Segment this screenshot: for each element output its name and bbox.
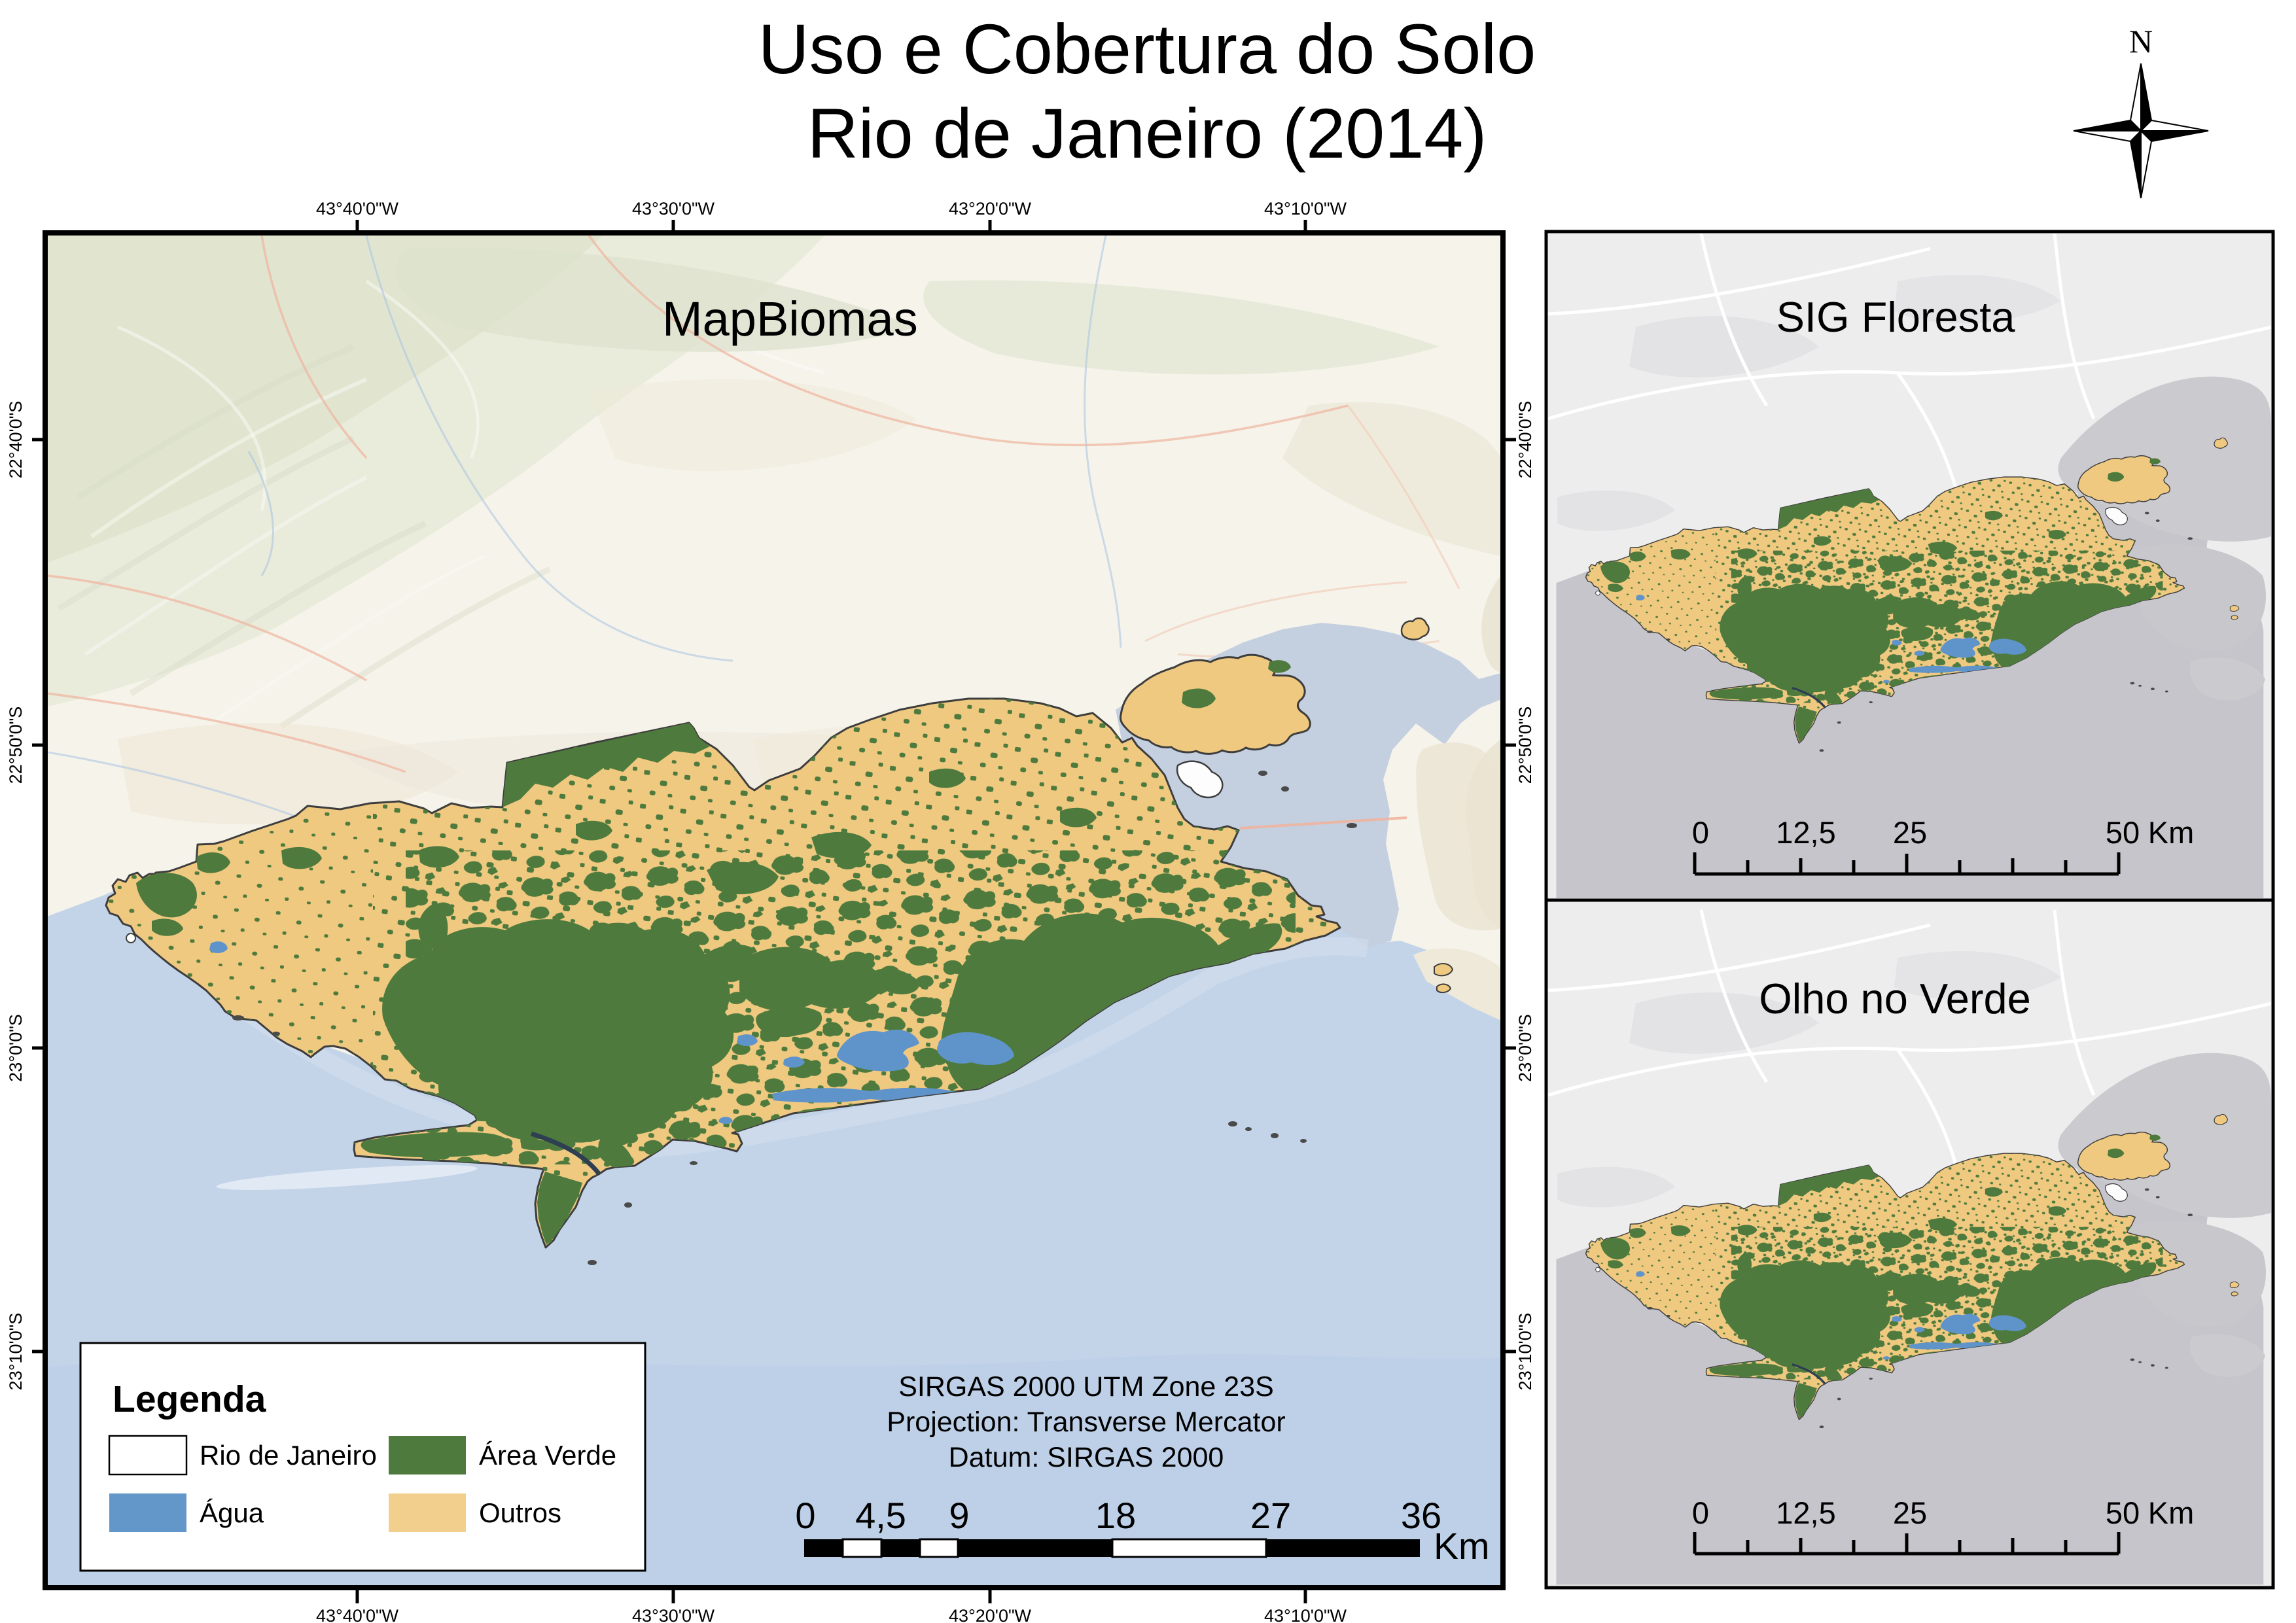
svg-text:12,5: 12,5 — [1776, 1495, 1835, 1530]
svg-text:43°20'0"W: 43°20'0"W — [949, 1606, 1032, 1623]
svg-text:Datum: SIRGAS 2000: Datum: SIRGAS 2000 — [949, 1442, 1224, 1473]
svg-text:50: 50 — [2106, 815, 2140, 850]
svg-text:Km: Km — [2148, 1495, 2195, 1530]
svg-text:Água: Água — [200, 1497, 264, 1528]
svg-text:Uso e Cobertura do Solo: Uso e Cobertura do Solo — [758, 9, 1536, 88]
svg-text:N: N — [2129, 23, 2153, 60]
svg-text:50: 50 — [2106, 1495, 2140, 1530]
svg-text:0: 0 — [795, 1495, 815, 1536]
svg-text:43°40'0"W: 43°40'0"W — [316, 1606, 399, 1623]
svg-text:22°50'0"S: 22°50'0"S — [6, 707, 26, 784]
svg-text:Olho no Verde: Olho no Verde — [1759, 975, 2031, 1022]
svg-text:0: 0 — [1692, 1495, 1709, 1530]
svg-text:22°50'0"S: 22°50'0"S — [1515, 707, 1535, 784]
svg-text:23°0'0"S: 23°0'0"S — [6, 1014, 26, 1082]
svg-text:27: 27 — [1250, 1495, 1291, 1536]
svg-text:43°40'0"W: 43°40'0"W — [316, 199, 399, 218]
svg-text:25: 25 — [1893, 1495, 1927, 1530]
svg-text:Área Verde: Área Verde — [479, 1440, 616, 1471]
svg-text:22°40'0"S: 22°40'0"S — [1515, 401, 1535, 479]
svg-text:22°40'0"S: 22°40'0"S — [6, 401, 26, 479]
svg-text:Projection: Transverse Mercato: Projection: Transverse Mercator — [887, 1406, 1285, 1438]
svg-text:12,5: 12,5 — [1776, 815, 1835, 850]
svg-text:43°10'0"W: 43°10'0"W — [1264, 1606, 1347, 1623]
svg-text:23°10'0"S: 23°10'0"S — [6, 1313, 26, 1391]
svg-text:18: 18 — [1095, 1495, 1136, 1536]
svg-text:43°30'0"W: 43°30'0"W — [632, 1606, 715, 1623]
svg-text:Outros: Outros — [479, 1497, 561, 1528]
svg-text:MapBiomas: MapBiomas — [662, 292, 918, 346]
svg-text:0: 0 — [1692, 815, 1709, 850]
svg-text:43°30'0"W: 43°30'0"W — [632, 199, 715, 218]
svg-text:43°10'0"W: 43°10'0"W — [1264, 199, 1347, 218]
svg-text:9: 9 — [949, 1495, 969, 1536]
svg-text:Rio de Janeiro: Rio de Janeiro — [200, 1440, 377, 1471]
svg-text:Rio de Janeiro (2014): Rio de Janeiro (2014) — [807, 94, 1487, 173]
svg-text:23°0'0"S: 23°0'0"S — [1515, 1014, 1535, 1082]
svg-text:43°20'0"W: 43°20'0"W — [949, 199, 1032, 218]
svg-text:SIG Floresta: SIG Floresta — [1776, 293, 2016, 341]
svg-text:23°10'0"S: 23°10'0"S — [1515, 1313, 1535, 1391]
svg-text:Km: Km — [2148, 815, 2195, 850]
svg-text:36: 36 — [1401, 1495, 1441, 1536]
svg-text:SIRGAS 2000 UTM Zone 23S: SIRGAS 2000 UTM Zone 23S — [898, 1371, 1274, 1403]
svg-text:Legenda: Legenda — [113, 1378, 267, 1420]
svg-text:4,5: 4,5 — [855, 1495, 906, 1536]
svg-text:Km: Km — [1434, 1526, 1490, 1567]
svg-text:25: 25 — [1893, 815, 1927, 850]
